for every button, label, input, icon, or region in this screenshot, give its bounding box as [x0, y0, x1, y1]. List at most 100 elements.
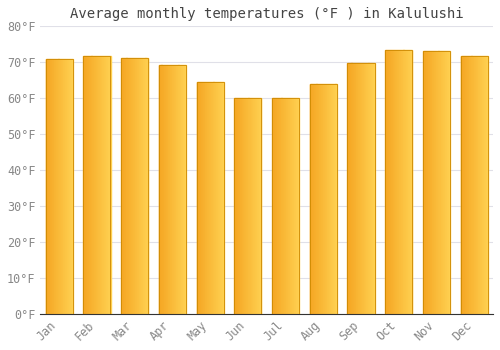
Bar: [464, 56, 466, 314]
Bar: [220, 82, 221, 314]
Bar: [483, 56, 484, 314]
Bar: [312, 84, 313, 314]
Bar: [204, 82, 206, 314]
Bar: [469, 56, 470, 314]
Bar: [460, 56, 488, 314]
Bar: [334, 84, 335, 314]
Bar: [435, 51, 436, 314]
Bar: [214, 82, 215, 314]
Bar: [162, 65, 163, 314]
Bar: [221, 82, 222, 314]
Bar: [130, 58, 132, 314]
Bar: [472, 56, 473, 314]
Bar: [484, 56, 485, 314]
Bar: [293, 98, 294, 314]
Bar: [169, 65, 170, 314]
Bar: [57, 59, 58, 314]
Bar: [280, 98, 281, 314]
Bar: [439, 51, 440, 314]
Bar: [406, 50, 407, 314]
Bar: [482, 56, 483, 314]
Bar: [217, 82, 218, 314]
Bar: [86, 56, 87, 314]
Bar: [47, 59, 48, 314]
Bar: [478, 56, 479, 314]
Bar: [106, 56, 107, 314]
Bar: [127, 58, 128, 314]
Bar: [218, 82, 219, 314]
Bar: [363, 63, 364, 314]
Bar: [370, 63, 371, 314]
Bar: [362, 63, 363, 314]
Bar: [367, 63, 368, 314]
Bar: [210, 82, 211, 314]
Bar: [199, 82, 200, 314]
Bar: [88, 56, 89, 314]
Bar: [219, 82, 220, 314]
Bar: [385, 50, 412, 314]
Bar: [200, 82, 202, 314]
Bar: [286, 98, 287, 314]
Bar: [287, 98, 288, 314]
Bar: [144, 58, 145, 314]
Bar: [296, 98, 297, 314]
Bar: [310, 84, 337, 314]
Bar: [170, 65, 171, 314]
Bar: [59, 59, 60, 314]
Bar: [295, 98, 296, 314]
Bar: [101, 56, 102, 314]
Bar: [63, 59, 64, 314]
Bar: [182, 65, 184, 314]
Bar: [354, 63, 355, 314]
Bar: [411, 50, 412, 314]
Bar: [240, 98, 241, 314]
Bar: [432, 51, 433, 314]
Bar: [109, 56, 110, 314]
Bar: [462, 56, 464, 314]
Bar: [368, 63, 369, 314]
Bar: [322, 84, 324, 314]
Bar: [134, 58, 136, 314]
Bar: [252, 98, 254, 314]
Bar: [223, 82, 224, 314]
Bar: [433, 51, 434, 314]
Bar: [241, 98, 242, 314]
Bar: [178, 65, 179, 314]
Bar: [62, 59, 64, 314]
Bar: [371, 63, 372, 314]
Bar: [138, 58, 140, 314]
Bar: [250, 98, 251, 314]
Bar: [318, 84, 319, 314]
Bar: [181, 65, 182, 314]
Bar: [84, 56, 110, 314]
Bar: [278, 98, 279, 314]
Bar: [143, 58, 144, 314]
Bar: [180, 65, 181, 314]
Bar: [314, 84, 315, 314]
Bar: [184, 65, 186, 314]
Bar: [167, 65, 168, 314]
Bar: [243, 98, 244, 314]
Bar: [424, 51, 425, 314]
Bar: [212, 82, 213, 314]
Bar: [387, 50, 388, 314]
Bar: [254, 98, 256, 314]
Bar: [177, 65, 178, 314]
Bar: [198, 82, 200, 314]
Bar: [107, 56, 108, 314]
Bar: [468, 56, 469, 314]
Bar: [197, 82, 198, 314]
Bar: [349, 63, 350, 314]
Bar: [102, 56, 103, 314]
Bar: [124, 58, 125, 314]
Bar: [319, 84, 320, 314]
Bar: [64, 59, 66, 314]
Bar: [97, 56, 98, 314]
Bar: [174, 65, 175, 314]
Bar: [208, 82, 209, 314]
Bar: [321, 84, 322, 314]
Bar: [161, 65, 162, 314]
Bar: [388, 50, 390, 314]
Bar: [216, 82, 217, 314]
Bar: [234, 98, 262, 314]
